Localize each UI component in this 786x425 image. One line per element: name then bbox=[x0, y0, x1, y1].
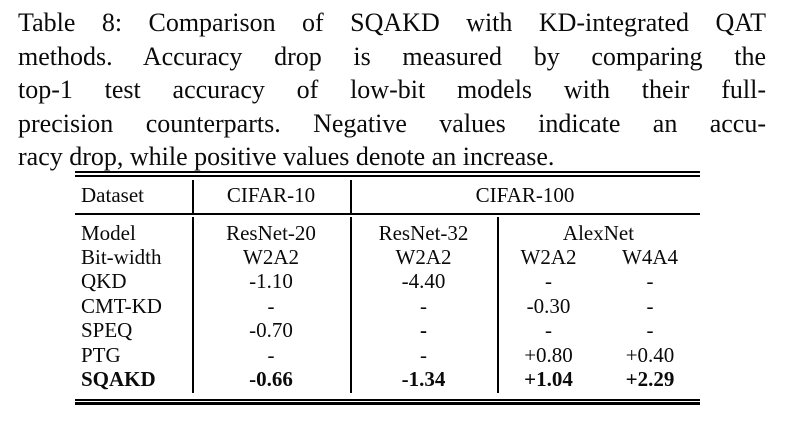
speq-value-2: - bbox=[420, 318, 427, 343]
bitwidth-col3: W2A2 bbox=[520, 245, 577, 270]
caption-line-3: top-1 test accuracy of low-bit models wi… bbox=[18, 75, 766, 104]
method-name-speq: SPEQ bbox=[81, 318, 133, 343]
model-resnet32: ResNet-32 bbox=[378, 220, 469, 245]
body-divider-1 bbox=[192, 217, 194, 393]
cmtkd-value-3: -0.30 bbox=[526, 293, 571, 318]
sqakd-value-2: -1.34 bbox=[401, 367, 446, 392]
qkd-value-3: - bbox=[545, 269, 552, 294]
sqakd-value-4: +2.29 bbox=[625, 367, 675, 392]
caption-line-5: racy drop, while positive values denote … bbox=[18, 142, 555, 171]
speq-value-1: -0.70 bbox=[249, 318, 293, 343]
sqakd-value-3: +1.04 bbox=[524, 367, 573, 392]
method-name-ptg: PTG bbox=[81, 342, 121, 367]
method-name-qkd: QKD bbox=[81, 269, 127, 294]
speq-value-4: - bbox=[646, 318, 654, 343]
body-divider-3 bbox=[497, 217, 499, 393]
body-divider-2 bbox=[350, 217, 352, 393]
sqakd-value-1: -0.66 bbox=[249, 367, 293, 392]
caption-line-4: precision counterparts. Negative values … bbox=[18, 108, 766, 138]
qkd-value-4: - bbox=[646, 269, 654, 294]
ptg-value-2: - bbox=[420, 342, 427, 367]
cmtkd-value-2: - bbox=[420, 293, 427, 318]
bitwidth-col4: W4A4 bbox=[622, 245, 678, 270]
bitwidth-row-label: Bit-width bbox=[81, 245, 162, 270]
top-rule-outer bbox=[75, 171, 700, 173]
results-table: Dataset CIFAR-10 CIFAR-100 Model ResNet-… bbox=[75, 171, 700, 411]
mid-rule bbox=[75, 213, 700, 215]
model-alexnet: AlexNet bbox=[562, 220, 635, 245]
bottom-rule-inner bbox=[75, 402, 700, 405]
speq-value-3: - bbox=[545, 318, 552, 343]
model-resnet20: ResNet-20 bbox=[226, 220, 316, 245]
ptg-value-1: - bbox=[267, 342, 275, 367]
qkd-value-2: -4.40 bbox=[401, 269, 446, 294]
method-name-cmtkd: CMT-KD bbox=[81, 293, 162, 318]
model-row-label: Model bbox=[81, 220, 136, 245]
ptg-value-4: +0.40 bbox=[625, 342, 675, 367]
ptg-value-3: +0.80 bbox=[524, 342, 573, 367]
caption-line-1: Table 8: Comparison of SQAKD with KD-int… bbox=[18, 8, 766, 37]
cmtkd-value-4: - bbox=[646, 293, 654, 318]
caption-line-2: methods. Accuracy drop is measured by co… bbox=[18, 41, 766, 71]
cmtkd-value-1: - bbox=[267, 293, 275, 318]
bitwidth-col1: W2A2 bbox=[243, 245, 299, 270]
table-caption: Table 8: Comparison of SQAKD with KD-int… bbox=[18, 6, 766, 174]
header-cifar10: CIFAR-10 bbox=[226, 182, 316, 207]
top-rule-inner bbox=[75, 175, 700, 177]
qkd-value-1: -1.10 bbox=[249, 269, 293, 294]
table-body: Model ResNet-20 ResNet-32 AlexNet Bit-wi… bbox=[75, 221, 700, 392]
header-divider-2 bbox=[350, 180, 352, 213]
header-divider-1 bbox=[192, 180, 194, 213]
header-cifar100: CIFAR-100 bbox=[475, 182, 575, 207]
header-dataset-label: Dataset bbox=[81, 182, 144, 207]
table-header-row: Dataset CIFAR-10 CIFAR-100 bbox=[75, 177, 700, 213]
method-name-sqakd: SQAKD bbox=[81, 367, 156, 392]
bottom-rule-outer bbox=[75, 399, 700, 401]
bitwidth-col2: W2A2 bbox=[395, 245, 452, 270]
